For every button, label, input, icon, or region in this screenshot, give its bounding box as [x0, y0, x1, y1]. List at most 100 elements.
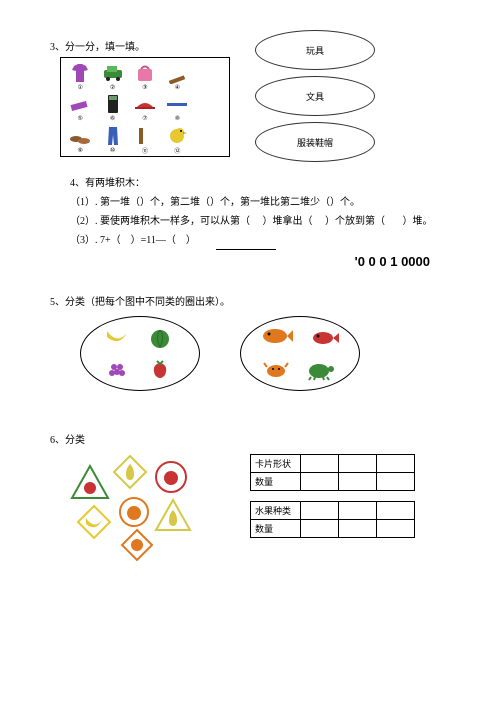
blank-cell[interactable] [377, 502, 415, 520]
category-ovals: 玩具 文具 服装鞋帽 [255, 30, 375, 162]
item-placeholder2 [195, 93, 225, 122]
question-5: 5、分类（把每个图中不同类的圈出来）。 [50, 293, 460, 391]
q4-l3b: ）=11—（ [131, 235, 176, 246]
q4-line3: （3）. 7+（ ）=11—（ ） [70, 231, 460, 250]
banana-icon [103, 325, 129, 347]
q4-l2d: ）堆。 [403, 216, 433, 227]
item-brush: ④ [162, 62, 192, 91]
item-calc: ⑥ [97, 93, 127, 122]
grapes-icon [105, 359, 131, 381]
shoes-icon [68, 125, 92, 147]
t2-r1: 水果种类 [251, 502, 301, 520]
blank-cell[interactable] [339, 520, 377, 538]
q4-line1: （1）. 第一堆（）个，第二堆（）个，第一堆比第二堆少（）个。 [70, 193, 460, 212]
item-label: ① [78, 84, 83, 91]
q4-l2a: （2）. 要使两堆积木一样多，可以从第（ [70, 216, 250, 227]
item-bag: ③ [130, 62, 160, 91]
eraser-icon [68, 93, 92, 115]
t1-r2: 数量 [251, 473, 301, 491]
card-diamond-orange [120, 528, 154, 562]
blank-cell[interactable] [377, 520, 415, 538]
chick-icon [165, 124, 189, 146]
car-icon [101, 62, 125, 84]
q4-title: 4、有两堆积木： [70, 174, 460, 193]
pants-icon [101, 125, 125, 147]
question-4: 4、有两堆积木： （1）. 第一堆（）个，第二堆（）个，第一堆比第二堆少（）个。… [70, 174, 460, 250]
clothes-icon [68, 62, 92, 84]
cabbage-icon [147, 327, 173, 349]
brush-icon [165, 62, 189, 84]
t1-r1: 卡片形状 [251, 455, 301, 473]
item-pants: ⑩ [97, 124, 127, 155]
question-3: 3、分一分，填一填。 ① ② ③ ④ ⑤ [40, 30, 460, 162]
item-label: ④ [175, 84, 180, 91]
item-ruler2: ⑪ [130, 124, 160, 155]
item-eraser: ⑤ [65, 93, 95, 122]
item-label: ⑫ [174, 146, 180, 155]
oval-stationery: 文具 [255, 76, 375, 116]
item-label: ⑦ [142, 115, 147, 122]
item-label: ② [110, 84, 115, 91]
item-ruler: ⑧ [162, 93, 192, 122]
q4-l2c: ）个放到第（ [325, 216, 385, 227]
redfish-icon [309, 327, 339, 349]
blank-cell[interactable] [301, 455, 339, 473]
item-chick: ⑫ [162, 124, 192, 155]
item-car: ② [97, 62, 127, 91]
strawberry-icon [147, 359, 173, 381]
turtle-icon [305, 359, 335, 381]
q3-title: 3、分一分，填一填。 [50, 38, 230, 53]
q6-row: 卡片形状 数量 水果种类 数量 [50, 454, 460, 554]
item-label: ⑧ [175, 115, 180, 122]
shapes-area [70, 454, 230, 554]
goldfish-icon [259, 325, 293, 347]
hat-icon [133, 93, 157, 115]
card-triangle-pear [154, 498, 192, 532]
blank-cell[interactable] [339, 473, 377, 491]
blank-cell[interactable] [377, 473, 415, 491]
q3-left: 3、分一分，填一填。 ① ② ③ ④ ⑤ [40, 30, 230, 157]
card-diamond-banana [76, 504, 112, 540]
item-label: ⑥ [110, 115, 115, 122]
table-fruit: 水果种类 数量 [250, 501, 415, 538]
item-label: ③ [142, 84, 147, 91]
blank-cell[interactable] [339, 502, 377, 520]
card-diamond-pear [112, 454, 148, 490]
ruler2-icon [133, 124, 157, 146]
plate-fruits [80, 316, 200, 391]
tables: 卡片形状 数量 水果种类 数量 [250, 454, 415, 538]
item-label: ⑩ [110, 147, 115, 154]
card-circle-apple [154, 460, 188, 494]
code-text: '0 0 0 1 0000 [40, 254, 430, 269]
crab-icon [263, 359, 289, 381]
q4-l3a: （3）. 7+（ [70, 235, 121, 246]
card-triangle-apple [70, 464, 110, 500]
plate-animals [240, 316, 360, 391]
blank-cell[interactable] [301, 502, 339, 520]
q4-line2: （2）. 要使两堆积木一样多，可以从第（ ）堆拿出（ ）个放到第（ ）堆。 [70, 212, 460, 231]
item-label: ⑨ [78, 147, 83, 154]
bag-icon [133, 62, 157, 84]
blank-cell[interactable] [301, 473, 339, 491]
items-box: ① ② ③ ④ ⑤ ⑥ [60, 57, 230, 157]
question-6: 6、分类 卡片形状 数量 水果种类 数量 [50, 431, 460, 554]
calculator-icon [101, 93, 125, 115]
oval-clothing: 服装鞋帽 [255, 122, 375, 162]
q5-title: 5、分类（把每个图中不同类的圈出来）。 [50, 293, 460, 308]
q4-l3c: ） [186, 235, 196, 246]
q4-l2b: ）堆拿出（ [263, 216, 313, 227]
oval-toys: 玩具 [255, 30, 375, 70]
blank-cell[interactable] [301, 520, 339, 538]
blank-cell[interactable] [377, 455, 415, 473]
q6-title: 6、分类 [50, 431, 460, 446]
item-label: ⑤ [78, 115, 83, 122]
item-placeholder [195, 62, 225, 91]
card-circle-orange [118, 496, 150, 528]
item-hat: ⑦ [130, 93, 160, 122]
q5-images [80, 316, 460, 391]
t2-r2: 数量 [251, 520, 301, 538]
blank-cell[interactable] [339, 455, 377, 473]
item-clothes: ① [65, 62, 95, 91]
fill-blank[interactable] [216, 249, 276, 250]
ruler-icon [165, 93, 189, 115]
